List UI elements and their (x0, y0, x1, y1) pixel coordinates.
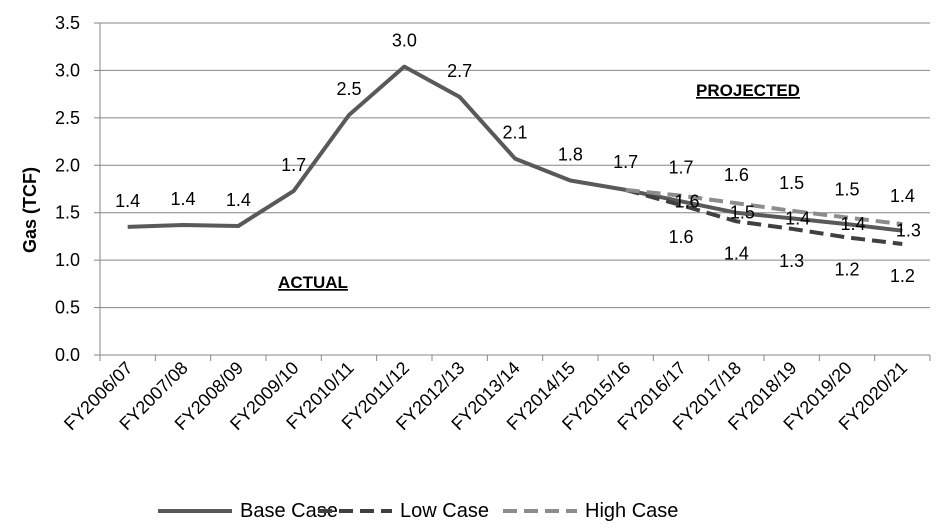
actual-annotation: ACTUAL (278, 273, 348, 292)
data-label: 1.5 (834, 179, 859, 199)
data-label: 3.0 (392, 31, 417, 51)
data-label: 1.4 (840, 214, 865, 234)
data-label: 2.5 (336, 79, 361, 99)
legend-label-2: Low Case (400, 500, 489, 522)
data-label: 1.6 (674, 191, 699, 211)
y-tick-label: 0.0 (55, 345, 80, 365)
y-tick-label: 1.5 (55, 203, 80, 223)
y-axis-label: Gas (TCF) (20, 167, 40, 253)
data-label: 1.2 (890, 266, 915, 286)
y-tick-label: 3.5 (55, 13, 80, 33)
series-line-1 (127, 64, 903, 233)
y-tick-label: 0.5 (55, 298, 80, 318)
data-label: 1.7 (613, 152, 638, 172)
gridlines (100, 22, 930, 309)
data-label: 1.4 (724, 243, 749, 263)
actual-label-bg (265, 268, 363, 298)
data-label: 2.7 (447, 61, 472, 81)
data-label: 1.6 (724, 165, 749, 185)
y-tick-label: 2.5 (55, 108, 80, 128)
legend-label-1: Base Case (240, 500, 338, 522)
series-line-3 (625, 187, 903, 227)
data-label: 1.7 (281, 155, 306, 175)
y-tick-label: 1.0 (55, 250, 80, 270)
y-tick-label: 2.0 (55, 155, 80, 175)
legend-label-3: High Case (585, 500, 678, 522)
projected-label-bg (670, 76, 826, 106)
legend: Base Case Low Case High Case (158, 500, 678, 522)
projected-annotation: PROJECTED (696, 81, 800, 100)
data-labels: 1.4 1.4 1.4 1.7 2.5 3.0 2.7 2.1 1.8 1.7 1.6 1.5 1.4 1… (115, 31, 921, 286)
data-label: 1.4 (890, 186, 915, 206)
data-label: 1.4 (785, 208, 810, 228)
y-tick-label: 3.0 (55, 60, 80, 80)
data-label: 1.3 (779, 251, 804, 271)
data-label: 1.3 (896, 221, 921, 241)
data-label: 1.4 (226, 190, 251, 210)
data-label: 1.4 (170, 189, 195, 209)
data-label: 1.5 (730, 203, 755, 223)
data-label: 1.4 (115, 191, 140, 211)
data-label: 1.5 (779, 173, 804, 193)
series-line-2 (625, 187, 903, 246)
data-label: 1.7 (668, 158, 693, 178)
data-label: 1.8 (558, 144, 583, 164)
data-label: 2.1 (502, 123, 527, 143)
data-label: 1.2 (834, 259, 859, 279)
data-label: 1.6 (668, 227, 693, 247)
series-lines (127, 64, 903, 246)
